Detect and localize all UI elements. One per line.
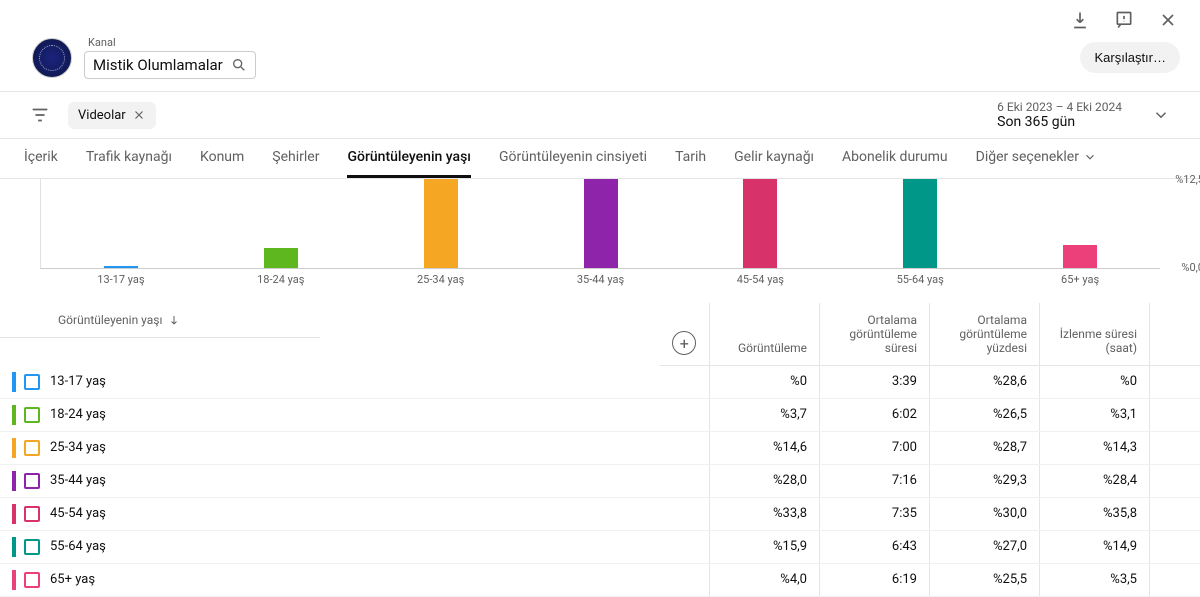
cell-views: %3,7 [710, 398, 820, 431]
close-icon[interactable] [1156, 8, 1180, 32]
row-checkbox[interactable] [24, 473, 40, 489]
table-row[interactable]: 13-17 yaş%03:39%28,6%0 [0, 366, 1200, 399]
row-age-label: 18-24 yaş [50, 407, 106, 422]
chart-y-top: %12,5 [1175, 173, 1200, 186]
row-checkbox[interactable] [24, 407, 40, 423]
tab-4[interactable]: Görüntüleyenin yaşı [347, 139, 471, 178]
tab-7[interactable]: Gelir kaynağı [734, 139, 814, 178]
chart-bar-2[interactable]: 25-34 yaş [361, 179, 521, 268]
chart-y-bottom: %0,0 [1181, 261, 1200, 274]
date-range-selector[interactable]: 6 Eki 2023 – 4 Eki 2024 Son 365 gün [997, 100, 1180, 130]
cell-avg-pct: %25,5 [930, 563, 1040, 596]
channel-name: Mistik Olumlamalar [93, 56, 223, 74]
cell-watch: %3,5 [1040, 563, 1150, 596]
table-row[interactable]: 35-44 yaş %28,07:16%29,3%28,4 [0, 464, 1200, 497]
table-row[interactable]: 45-54 yaş %33,87:35%30,0%35,8 [0, 497, 1200, 530]
filter-icon[interactable] [28, 103, 52, 127]
cell-avg-pct: %28,7 [930, 431, 1040, 464]
tab-3[interactable]: Şehirler [272, 139, 319, 178]
filter-chip-videos[interactable]: Videolar [68, 102, 156, 129]
chip-remove-icon[interactable] [132, 108, 146, 122]
cell-views: %4,0 [710, 563, 820, 596]
add-column-button[interactable]: + [672, 331, 696, 355]
cell-avg-dur: 7:16 [820, 464, 930, 497]
cell-watch: %3,1 [1040, 398, 1150, 431]
cell-watch: %0 [1040, 366, 1150, 399]
th-views[interactable]: Görüntüleme [710, 303, 820, 366]
cell-watch: %35,8 [1040, 497, 1150, 530]
th-avg-pct[interactable]: Ortalama görüntüleme yüzdesi [930, 303, 1040, 366]
cell-avg-dur: 7:00 [820, 431, 930, 464]
cell-avg-dur: 3:39 [820, 366, 930, 399]
row-age-label: 13-17 yaş [50, 374, 106, 389]
cell-avg-dur: 6:02 [820, 398, 930, 431]
row-checkbox[interactable] [24, 572, 40, 588]
cell-views: %0 [710, 366, 820, 399]
chart-bar-6[interactable]: 65+ yaş [1000, 179, 1160, 268]
row-checkbox[interactable] [24, 374, 40, 390]
cell-avg-pct: %26,5 [930, 398, 1040, 431]
chart-bar-5[interactable]: 55-64 yaş [840, 179, 1000, 268]
row-age-label: 25-34 yaş [50, 440, 106, 455]
compare-button[interactable]: Karşılaştır… [1080, 42, 1180, 73]
tab-more[interactable]: Diğer seçenekler [976, 139, 1097, 178]
cell-avg-pct: %28,6 [930, 366, 1040, 399]
cell-views: %28,0 [710, 464, 820, 497]
th-avg-dur[interactable]: Ortalama görüntüleme süresi [820, 303, 930, 366]
channel-label: Kanal [84, 36, 256, 49]
chevron-down-icon [1152, 106, 1170, 124]
table-row[interactable]: 25-34 yaş %14,67:00%28,7%14,3 [0, 431, 1200, 464]
cell-views: %33,8 [710, 497, 820, 530]
feedback-icon[interactable] [1112, 8, 1136, 32]
search-icon [231, 57, 247, 73]
cell-views: %14,6 [710, 431, 820, 464]
table-row[interactable]: 18-24 yaş %3,76:02%26,5%3,1 [0, 398, 1200, 431]
channel-avatar [32, 38, 72, 78]
row-age-label: 45-54 yaş [50, 506, 106, 521]
chart-bar-0[interactable]: 13-17 yaş [41, 179, 201, 268]
chart-bar-1[interactable]: 18-24 yaş [201, 179, 361, 268]
sort-down-icon[interactable] [168, 314, 180, 326]
row-age-label: 65+ yaş [50, 572, 95, 587]
cell-watch: %28,4 [1040, 464, 1150, 497]
cell-avg-pct: %29,3 [930, 464, 1040, 497]
row-checkbox[interactable] [24, 506, 40, 522]
tab-0[interactable]: İçerik [24, 139, 58, 178]
row-checkbox[interactable] [24, 440, 40, 456]
date-preset-text: Son 365 gün [997, 114, 1122, 130]
chart-bar-4[interactable]: 45-54 yaş [680, 179, 840, 268]
cell-avg-pct: %30,0 [930, 497, 1040, 530]
tab-8[interactable]: Abonelik durumu [842, 139, 948, 178]
download-icon[interactable] [1068, 8, 1092, 32]
tab-2[interactable]: Konum [200, 139, 244, 178]
cell-avg-dur: 7:35 [820, 497, 930, 530]
channel-search-input[interactable]: Mistik Olumlamalar [84, 51, 256, 79]
cell-watch: %14,3 [1040, 431, 1150, 464]
th-watch[interactable]: İzlenme süresi (saat) [1040, 303, 1150, 366]
tab-6[interactable]: Tarih [675, 139, 706, 178]
age-table: Görüntüleyenin yaşı + Görüntüleme Ortala… [0, 303, 1200, 597]
th-age[interactable]: Görüntüleyenin yaşı [58, 313, 162, 327]
date-range-text: 6 Eki 2023 – 4 Eki 2024 [997, 100, 1122, 114]
chart-bar-3[interactable]: 35-44 yaş [521, 179, 681, 268]
tab-5[interactable]: Görüntüleyenin cinsiyeti [499, 139, 647, 178]
table-row[interactable]: 65+ yaş %4,06:19%25,5%3,5 [0, 563, 1200, 596]
row-age-label: 35-44 yaş [50, 473, 106, 488]
cell-avg-dur: 6:19 [820, 563, 930, 596]
tab-1[interactable]: Trafik kaynağı [86, 139, 172, 178]
